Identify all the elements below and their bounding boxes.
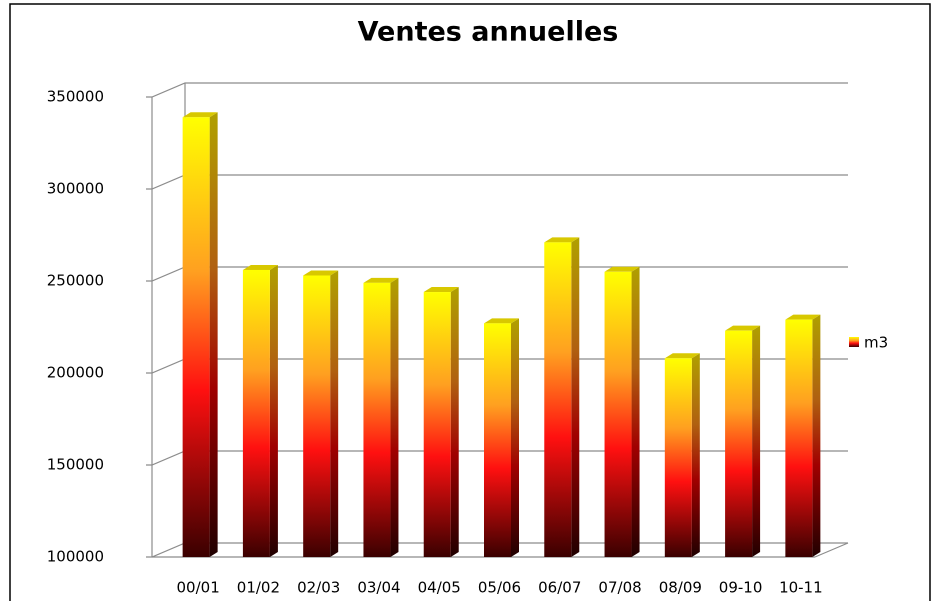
bar-side	[330, 270, 339, 557]
x-tick-label: 04/05	[418, 579, 461, 597]
bar-side	[571, 237, 580, 558]
bar	[242, 269, 270, 557]
bar	[423, 292, 451, 557]
y-tick-label: 350000	[47, 88, 104, 106]
y-tick-label: 250000	[47, 272, 104, 290]
bar-top	[725, 325, 761, 331]
chart-title: Ventes annuelles	[358, 17, 619, 48]
y-tick-label: 100000	[47, 548, 104, 566]
y-tick-label: 150000	[47, 456, 104, 474]
y-tick-label: 300000	[47, 180, 104, 198]
x-tick-label: 03/04	[357, 579, 400, 597]
bar	[303, 275, 331, 557]
bar-side	[390, 277, 399, 557]
bar	[664, 358, 692, 557]
legend-swatch	[849, 337, 859, 347]
x-tick-label: 01/02	[237, 579, 280, 597]
bar-top	[423, 287, 459, 293]
grid-line	[146, 82, 848, 98]
bar-side	[450, 287, 459, 557]
bar	[363, 282, 391, 557]
x-tick-label: 08/09	[659, 579, 702, 597]
bar	[604, 271, 632, 557]
bar-top	[785, 314, 821, 320]
bar	[725, 330, 753, 557]
x-tick-label: 06/07	[538, 579, 581, 597]
bar-top	[303, 270, 339, 276]
x-tick-label: 09-10	[719, 579, 763, 597]
bar-top	[484, 318, 519, 324]
bar-side	[752, 325, 761, 557]
bar-top	[604, 266, 640, 272]
x-tick-label: 07/08	[598, 579, 641, 597]
legend-label: m3	[864, 334, 888, 352]
chart-frame	[9, 3, 931, 601]
x-tick-label: 05/06	[478, 579, 521, 597]
bar-top	[242, 264, 278, 270]
bar-side	[511, 318, 519, 557]
bar	[182, 117, 210, 558]
bar-side	[269, 264, 278, 557]
bar-top	[664, 353, 700, 359]
bar-side	[691, 353, 700, 557]
floor-edge	[814, 542, 849, 558]
bar-top	[544, 237, 580, 243]
bar-side	[631, 266, 640, 557]
bar	[484, 323, 511, 557]
bar-top	[363, 277, 399, 283]
bar	[785, 319, 813, 557]
y-tick-label: 200000	[47, 364, 104, 382]
bar-top	[182, 112, 218, 118]
x-tick-label: 00/01	[177, 579, 220, 597]
grid-line	[146, 266, 848, 282]
bar-side	[209, 112, 218, 558]
grid-line	[146, 174, 848, 190]
bar	[544, 242, 572, 558]
x-tick-label: 10-11	[779, 579, 823, 597]
bar-side	[812, 314, 821, 557]
x-tick-label: 02/03	[297, 579, 340, 597]
